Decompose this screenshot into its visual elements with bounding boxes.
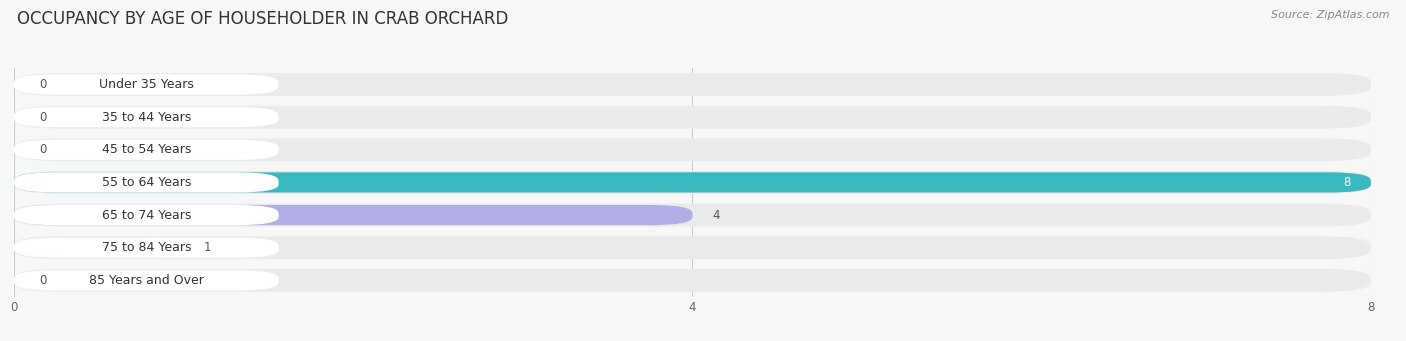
Text: 0: 0 (39, 274, 46, 287)
FancyBboxPatch shape (14, 106, 1371, 129)
Text: OCCUPANCY BY AGE OF HOUSEHOLDER IN CRAB ORCHARD: OCCUPANCY BY AGE OF HOUSEHOLDER IN CRAB … (17, 10, 508, 28)
FancyBboxPatch shape (14, 238, 278, 258)
FancyBboxPatch shape (14, 204, 1371, 226)
FancyBboxPatch shape (14, 269, 1371, 292)
Text: 4: 4 (713, 209, 720, 222)
FancyBboxPatch shape (14, 238, 184, 258)
Text: 45 to 54 Years: 45 to 54 Years (101, 143, 191, 156)
Text: 8: 8 (1343, 176, 1351, 189)
FancyBboxPatch shape (14, 107, 278, 127)
Text: 55 to 64 Years: 55 to 64 Years (101, 176, 191, 189)
Text: 1: 1 (204, 241, 211, 254)
FancyBboxPatch shape (14, 140, 278, 160)
Text: 85 Years and Over: 85 Years and Over (89, 274, 204, 287)
FancyBboxPatch shape (14, 172, 1371, 193)
FancyBboxPatch shape (14, 270, 278, 291)
FancyBboxPatch shape (14, 236, 1371, 259)
Text: 0: 0 (39, 78, 46, 91)
Text: 35 to 44 Years: 35 to 44 Years (101, 111, 191, 124)
FancyBboxPatch shape (14, 74, 278, 95)
Text: 75 to 84 Years: 75 to 84 Years (101, 241, 191, 254)
FancyBboxPatch shape (14, 205, 278, 225)
FancyBboxPatch shape (14, 73, 1371, 96)
FancyBboxPatch shape (14, 171, 1371, 194)
FancyBboxPatch shape (14, 172, 278, 193)
Text: Source: ZipAtlas.com: Source: ZipAtlas.com (1271, 10, 1389, 20)
FancyBboxPatch shape (14, 205, 692, 225)
Text: 65 to 74 Years: 65 to 74 Years (101, 209, 191, 222)
FancyBboxPatch shape (14, 138, 1371, 161)
Text: 0: 0 (39, 143, 46, 156)
Text: Under 35 Years: Under 35 Years (98, 78, 194, 91)
Text: 0: 0 (39, 111, 46, 124)
